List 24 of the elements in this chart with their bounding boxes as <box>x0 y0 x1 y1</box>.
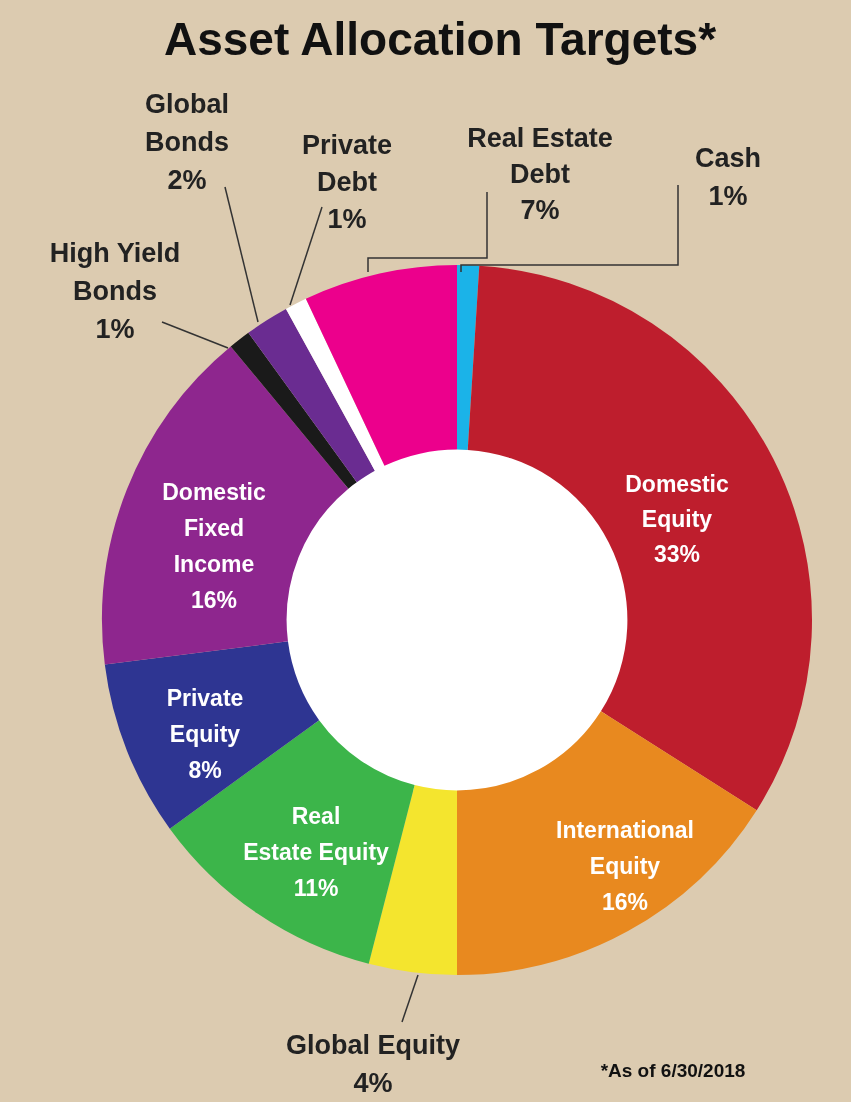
data-label: 16% <box>601 889 649 916</box>
data-label: 2% <box>167 165 207 196</box>
data-label: 1% <box>95 314 135 345</box>
data-label: 1% <box>327 204 367 235</box>
slice-label: Domestic Fixed Income <box>162 479 266 578</box>
slice-label: Cash <box>694 143 762 174</box>
data-label: 4% <box>353 1068 393 1099</box>
slice-label: Global Bonds <box>144 89 230 158</box>
data-label: 11% <box>293 875 339 902</box>
data-label: 33% <box>653 541 701 568</box>
data-label: 16% <box>190 587 238 614</box>
slice-label: Domestic Equity <box>625 471 729 533</box>
text: *As of 6/30/2018 <box>600 1060 746 1082</box>
slice-label: International Equity <box>555 817 695 880</box>
slice-label: Private Equity <box>166 685 244 748</box>
slice-label: Private Debt <box>301 130 393 198</box>
slice-label: Global Equity <box>285 1030 461 1061</box>
data-label: 1% <box>708 181 748 212</box>
data-label: 8% <box>188 757 222 784</box>
slice-label: High Yield Bonds <box>49 238 181 307</box>
slice-label: Real Estate Equity <box>243 803 390 866</box>
slice-label: Real Estate Debt <box>467 123 613 190</box>
chart-title: Asset Allocation Targets* <box>163 12 717 65</box>
data-label: 7% <box>520 195 560 226</box>
